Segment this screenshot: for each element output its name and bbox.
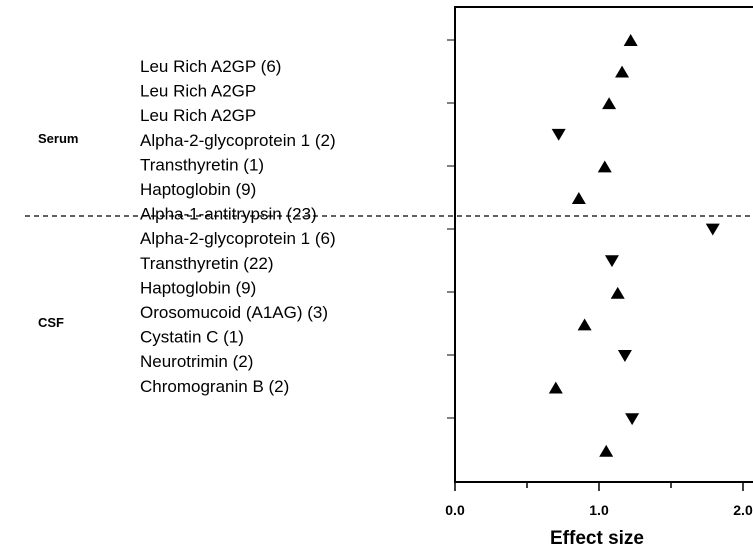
x-axis-ticks: 0.0 1.0 2.0 <box>445 482 753 518</box>
group-label-csf: CSF <box>38 315 64 330</box>
row-label: Chromogranin B (2) <box>140 377 289 396</box>
row-label: Transthyretin (1) <box>140 155 264 174</box>
row-label: Orosomucoid (A1AG) (3) <box>140 303 328 322</box>
marker-triangle-down <box>617 350 632 362</box>
row-label: Leu Rich A2GP <box>140 82 256 101</box>
row-labels: Leu Rich A2GP (6) Leu Rich A2GP Leu Rich A… <box>140 57 336 396</box>
row-label: Neurotrimin (2) <box>140 352 253 371</box>
x-tick-label: 2.0 <box>733 502 753 518</box>
marker-triangle-up <box>602 97 617 110</box>
row-label: Haptoglobin (9) <box>140 180 256 199</box>
marker-triangle-down <box>604 255 619 268</box>
row-label: Cystatin C (1) <box>140 328 244 347</box>
row-label: Alpha-1-antitrypsin (23) <box>140 205 317 224</box>
marker-triangle-down <box>551 128 566 141</box>
marker-triangle-up <box>610 286 625 299</box>
x-tick-label: 1.0 <box>589 502 609 518</box>
marker-triangle-up <box>577 318 592 331</box>
marker-triangle-up <box>597 160 612 173</box>
row-label: Alpha-2-glycoprotein 1 (2) <box>140 131 336 150</box>
group-labels: Serum CSF <box>38 131 78 330</box>
row-label: Leu Rich A2GP <box>140 106 256 125</box>
row-label: Alpha-2-glycoprotein 1 (6) <box>140 229 336 248</box>
row-label: Transthyretin (22) <box>140 254 274 273</box>
marker-triangle-down <box>625 413 640 426</box>
plot-frame <box>454 6 753 483</box>
marker-triangle-up <box>615 65 630 78</box>
group-label-serum: Serum <box>38 131 78 146</box>
x-axis-title: Effect size <box>550 528 644 549</box>
marker-triangle-up <box>599 444 614 457</box>
data-markers <box>548 34 720 457</box>
marker-triangle-down <box>705 223 720 236</box>
x-tick-label: 0.0 <box>445 502 465 518</box>
row-label: Leu Rich A2GP (6) <box>140 57 281 76</box>
marker-triangle-up <box>571 192 586 204</box>
y-axis-ticks <box>447 39 455 419</box>
marker-triangle-up <box>548 381 563 394</box>
row-label: Haptoglobin (9) <box>140 278 256 297</box>
marker-triangle-up <box>623 34 638 46</box>
